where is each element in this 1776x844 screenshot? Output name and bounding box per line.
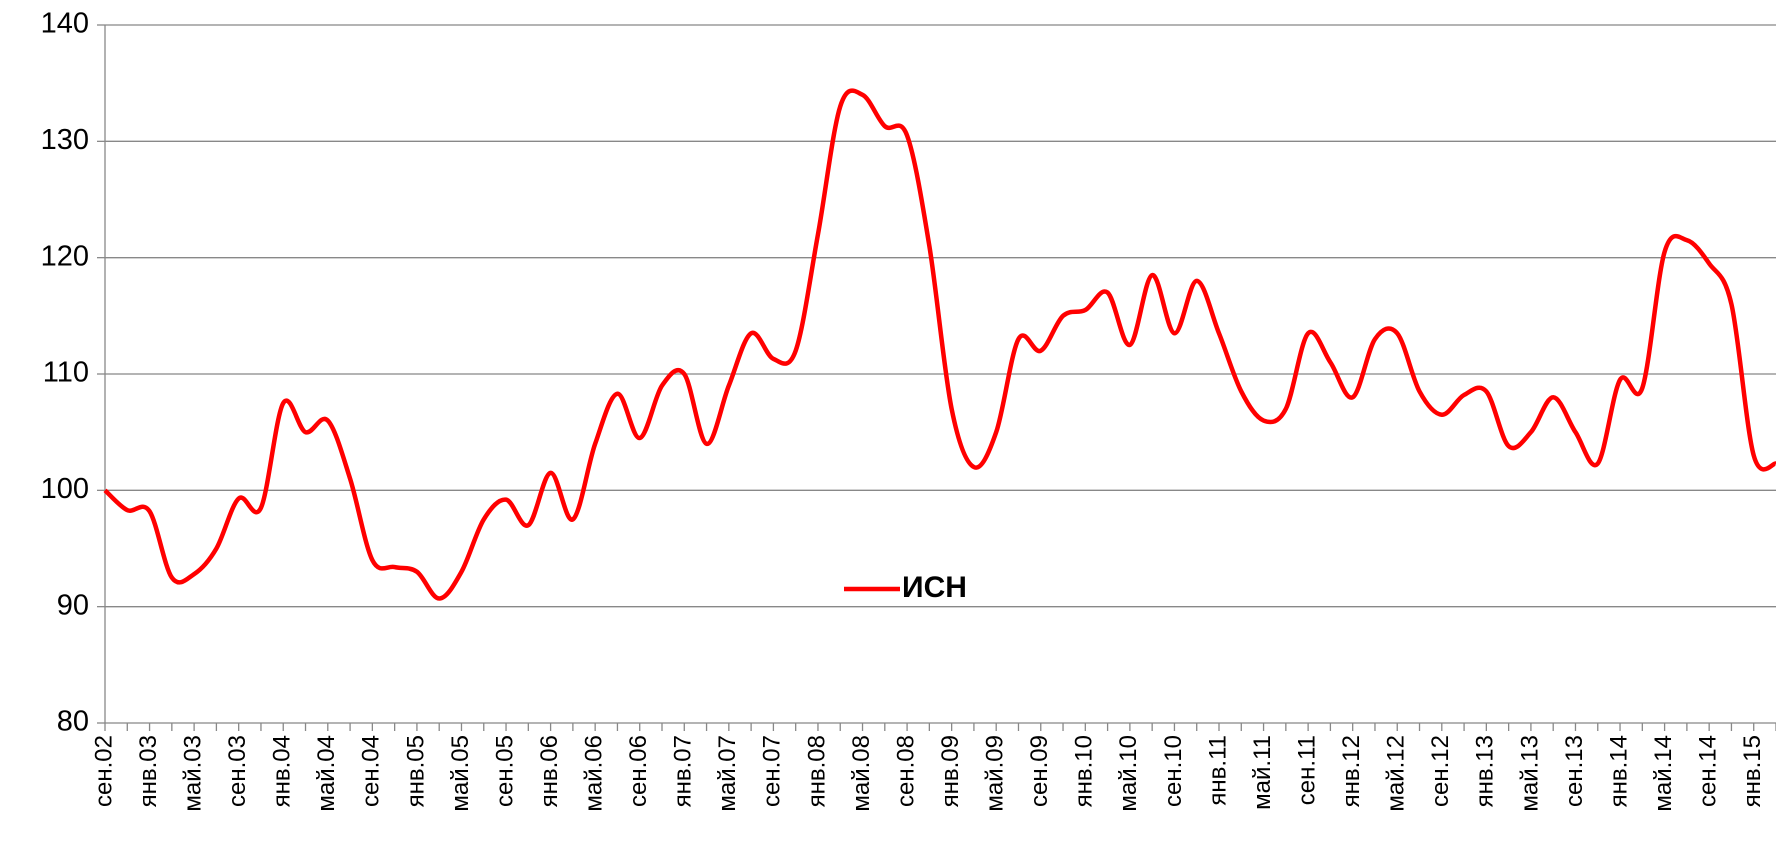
x-tick-label: сен.09 bbox=[1026, 735, 1053, 807]
x-tick-label: май.05 bbox=[447, 735, 474, 812]
x-tick-label: сен.11 bbox=[1293, 735, 1320, 805]
y-tick-label: 110 bbox=[43, 357, 89, 389]
x-tick-label: сен.05 bbox=[491, 735, 518, 807]
x-tick-label: янв.03 bbox=[135, 735, 162, 807]
x-tick-label: май.06 bbox=[581, 735, 608, 812]
x-tick-label: янв.14 bbox=[1605, 735, 1632, 807]
x-tick-label: янв.11 bbox=[1204, 735, 1231, 806]
x-tick-label: май.04 bbox=[313, 735, 340, 812]
x-tick-label: май.12 bbox=[1383, 735, 1410, 812]
x-tick-label: май.10 bbox=[1115, 735, 1142, 812]
x-tick-label: янв.15 bbox=[1739, 735, 1766, 807]
x-tick-label: сен.13 bbox=[1561, 735, 1588, 807]
x-tick-label: янв.12 bbox=[1338, 735, 1365, 807]
x-tick-label: янв.04 bbox=[269, 735, 296, 807]
x-tick-label: сен.02 bbox=[90, 735, 117, 807]
x-tick-label: сен.14 bbox=[1695, 735, 1722, 807]
y-tick-label: 120 bbox=[41, 240, 89, 272]
x-tick-label: сен.10 bbox=[1160, 735, 1187, 807]
y-tick-label: 90 bbox=[57, 589, 89, 621]
x-tick-label: янв.09 bbox=[937, 735, 964, 807]
legend-label: ИСН bbox=[902, 571, 967, 604]
series-line bbox=[103, 88, 1776, 601]
x-tick-label: сен.03 bbox=[224, 735, 251, 807]
x-tick-label: май.08 bbox=[848, 735, 875, 812]
y-tick-label: 140 bbox=[41, 8, 89, 40]
x-tick-label: сен.06 bbox=[625, 735, 652, 807]
x-tick-label: янв.13 bbox=[1472, 735, 1499, 807]
x-tick-label: май.09 bbox=[982, 735, 1009, 812]
x-tick-label: янв.10 bbox=[1071, 735, 1098, 807]
y-tick-label: 80 bbox=[57, 706, 89, 738]
x-tick-label: май.07 bbox=[714, 735, 741, 812]
x-tick-label: май.13 bbox=[1516, 735, 1543, 812]
x-tick-label: сен.08 bbox=[892, 735, 919, 807]
x-tick-label: янв.05 bbox=[402, 735, 429, 807]
x-tick-label: сен.12 bbox=[1427, 735, 1454, 807]
x-tick-label: май.11 bbox=[1249, 735, 1276, 810]
x-tick-label: янв.06 bbox=[536, 735, 563, 807]
y-tick-label: 130 bbox=[41, 124, 89, 156]
x-tick-label: май.03 bbox=[179, 735, 206, 812]
y-tick-label: 100 bbox=[41, 473, 89, 505]
x-tick-label: янв.08 bbox=[803, 735, 830, 807]
x-tick-label: сен.07 bbox=[759, 735, 786, 807]
x-tick-label: май.14 bbox=[1650, 735, 1677, 812]
x-tick-label: сен.04 bbox=[358, 735, 385, 807]
x-tick-label: янв.07 bbox=[670, 735, 697, 807]
